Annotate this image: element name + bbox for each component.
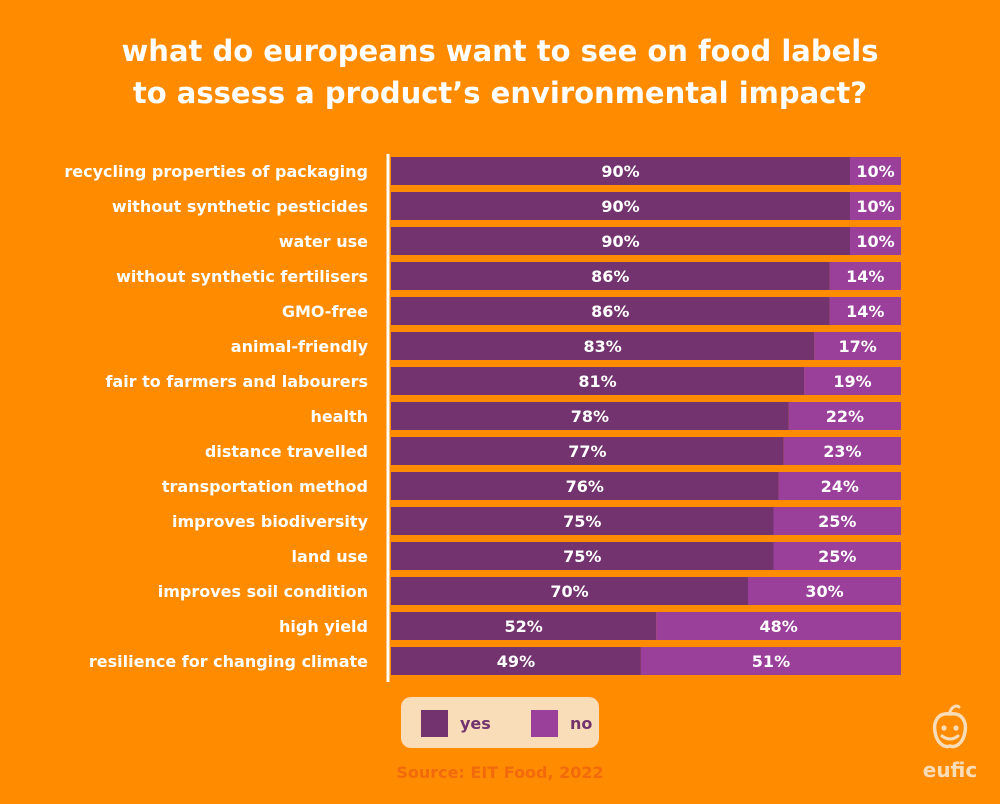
value-label-yes: 75% (563, 512, 601, 531)
value-label-yes: 75% (563, 547, 601, 566)
value-label-no: 25% (818, 512, 856, 531)
value-label-no: 51% (752, 652, 790, 671)
legend-item-yes: yes (421, 710, 491, 737)
bar-yes (391, 507, 774, 535)
bar-no (656, 612, 901, 640)
value-label-no: 22% (826, 407, 864, 426)
bar-no (814, 332, 901, 360)
category-label: resilience for changing climate (89, 652, 368, 671)
category-label: improves biodiversity (172, 512, 369, 531)
category-label: fair to farmers and labourers (105, 372, 368, 391)
category-label: high yield (279, 617, 368, 636)
category-label: land use (292, 547, 369, 566)
bar-yes (391, 332, 815, 360)
category-label: animal-friendly (231, 337, 369, 356)
bar-yes (391, 647, 641, 675)
bar-yes (391, 577, 748, 605)
legend-item-no: no (531, 710, 592, 737)
value-label-no: 10% (856, 162, 894, 181)
bar-yes (391, 612, 657, 640)
bar-yes (391, 472, 779, 500)
value-label-yes: 52% (504, 617, 542, 636)
value-label-no: 17% (839, 337, 877, 356)
value-label-no: 48% (759, 617, 797, 636)
category-label: health (310, 407, 368, 426)
value-label-yes: 90% (601, 162, 639, 181)
chart-title: what do europeans want to see on food la… (0, 30, 1000, 114)
category-label: improves soil condition (158, 582, 368, 601)
value-label-yes: 77% (568, 442, 606, 461)
value-label-no: 10% (856, 232, 894, 251)
legend: yes no (401, 697, 599, 748)
category-label: transportation method (162, 477, 368, 496)
eufic-face-icon (932, 704, 968, 749)
legend-label-yes: yes (460, 714, 491, 733)
value-label-yes: 78% (571, 407, 609, 426)
value-label-no: 14% (846, 267, 884, 286)
bar-no (850, 157, 901, 185)
value-label-yes: 70% (550, 582, 588, 601)
bar-chart: recycling properties of packaging 90% 10% w… (64, 154, 901, 682)
value-label-yes: 49% (497, 652, 535, 671)
legend-swatch-yes (421, 710, 448, 737)
value-label-no: 19% (833, 372, 871, 391)
value-label-no: 14% (846, 302, 884, 321)
value-label-no: 10% (856, 197, 894, 216)
bar-no (829, 262, 901, 290)
legend-swatch-no (531, 710, 558, 737)
source-note: Source: EIT Food, 2022 (396, 763, 604, 782)
category-label: without synthetic pesticides (112, 197, 368, 216)
title-line-2: to assess a product’s environmental impa… (132, 76, 868, 110)
bar-no (748, 577, 901, 605)
value-label-yes: 90% (601, 232, 639, 251)
bar-yes (391, 192, 850, 220)
bar-no (783, 437, 901, 465)
bar-no (788, 402, 901, 430)
bar-yes (391, 157, 850, 185)
category-label: without synthetic fertilisers (116, 267, 368, 286)
value-label-yes: 81% (578, 372, 616, 391)
value-label-yes: 83% (584, 337, 622, 356)
category-label: GMO-free (282, 302, 368, 321)
bar-yes (391, 402, 789, 430)
bar-no (773, 542, 901, 570)
bar-no (850, 192, 901, 220)
bar-yes (391, 437, 784, 465)
legend-label-no: no (570, 714, 593, 733)
category-label: recycling properties of packaging (64, 162, 368, 181)
value-label-yes: 90% (601, 197, 639, 216)
value-label-no: 24% (821, 477, 859, 496)
bar-yes (391, 227, 850, 255)
bar-yes (391, 262, 830, 290)
category-label: distance travelled (205, 442, 368, 461)
value-label-no: 25% (818, 547, 856, 566)
bar-no (850, 227, 901, 255)
bar-no (804, 367, 901, 395)
value-label-yes: 76% (566, 477, 604, 496)
logo-text: eufic (922, 758, 978, 782)
category-label: water use (279, 232, 368, 251)
eufic-logo: eufic (920, 702, 980, 792)
bar-no (773, 507, 901, 535)
bar-no (778, 472, 901, 500)
value-label-yes: 86% (591, 302, 629, 321)
bar-yes (391, 542, 774, 570)
value-label-no: 30% (805, 582, 843, 601)
bar-yes (391, 367, 805, 395)
bar-no (829, 297, 901, 325)
title-line-1: what do europeans want to see on food la… (121, 34, 879, 68)
value-label-no: 23% (823, 442, 861, 461)
value-label-yes: 86% (591, 267, 629, 286)
bar-yes (391, 297, 830, 325)
bar-no (640, 647, 901, 675)
